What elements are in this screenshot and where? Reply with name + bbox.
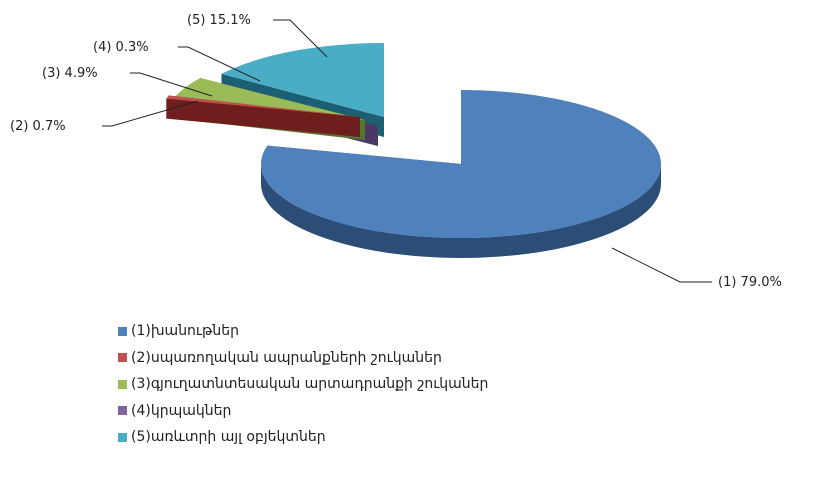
pie-slice-1 (260, 90, 661, 258)
legend-item-5: (5)առևտրի այլ օբյեկտներ (118, 424, 488, 451)
pie-slices-group (166, 43, 661, 258)
legend-swatch-2 (118, 353, 127, 363)
data-label-1: (1) 79.0% (718, 275, 782, 290)
chart-legend: (1)խանութներ (2)սպառողական ապրանքների շո… (118, 318, 488, 451)
legend-item-3: (3)գյուղատնտեսական արտադրանքի շուկաներ (118, 371, 488, 398)
legend-label-1: (1)խանութներ (131, 323, 239, 340)
leader-lines-group (102, 19, 712, 283)
legend-swatch-3 (118, 379, 127, 389)
data-label-4: (4) 0.3% (93, 40, 149, 55)
data-label-5: (5) 15.1% (187, 13, 251, 28)
leader-line-3 (130, 72, 213, 97)
legend-label-4: (4)կրպակներ (131, 402, 232, 419)
legend-swatch-5 (118, 432, 127, 442)
leader-line-2 (102, 100, 199, 127)
pie-slice-5-top (221, 43, 384, 117)
pie-slice-3-top (173, 78, 365, 120)
pie-slice-2 (166, 95, 360, 137)
leader-line-4 (178, 46, 261, 82)
legend-item-2: (2)սպառողական ապրանքների շուկաներ (118, 345, 488, 372)
legend-label-2: (2)սպառողական ապրանքների շուկաներ (131, 349, 442, 366)
legend-label-3: (3)գյուղատնտեսական արտադրանքի շուկաներ (131, 376, 489, 393)
legend-swatch-1 (118, 326, 127, 336)
pie-slice-2-top (166, 95, 360, 117)
leader-line-1 (611, 247, 712, 283)
pie-slice-2-cut-end (168, 95, 360, 137)
pie-slice-1-side (261, 164, 661, 258)
data-labels-group: (1) 79.0% (2) 0.7% (3) 4.9% (4) 0.3% (5) 15.… (10, 13, 782, 290)
legend-item-1: (1)խանութներ (118, 318, 488, 345)
legend-label-5: (5)առևտրի այլ օբյեկտներ (131, 429, 326, 446)
pie-chart: (1) 79.0% (2) 0.7% (3) 4.9% (4) 0.3% (5) 15.… (10, 13, 782, 290)
legend-swatch-4 (118, 406, 127, 416)
data-label-3: (3) 4.9% (42, 66, 98, 81)
data-label-2: (2) 0.7% (10, 119, 66, 134)
pie-slice-1-top (260, 90, 661, 238)
legend-item-4: (4)կրպակներ (118, 398, 488, 425)
leader-line-5 (273, 19, 328, 58)
